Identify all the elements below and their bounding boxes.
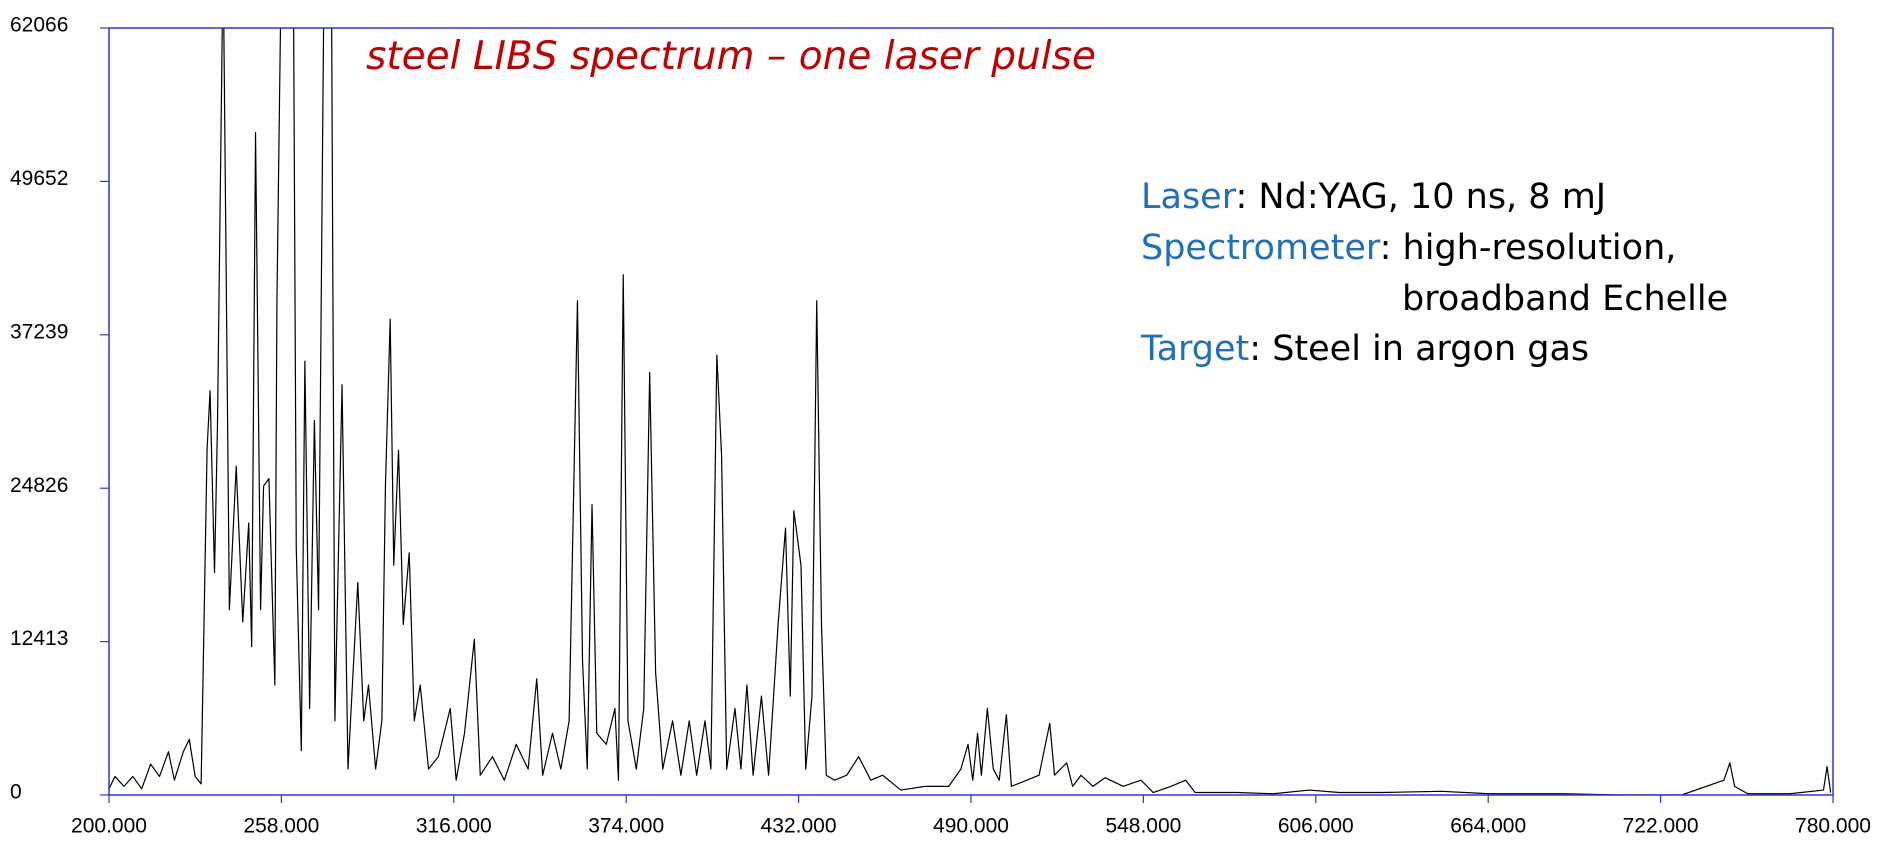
y-tick-label: 49652 xyxy=(10,167,68,190)
x-tick-label: 374.000 xyxy=(588,815,664,838)
info-line: Spectrometer: high-resolution, xyxy=(1141,228,1676,268)
info-key: Laser xyxy=(1141,177,1237,217)
y-tick-label: 12413 xyxy=(10,627,68,650)
info-line: Laser: Nd:YAG, 10 ns, 8 mJ xyxy=(1141,177,1606,217)
y-tick-label: 62066 xyxy=(10,14,68,37)
y-tick-label: 24826 xyxy=(10,474,68,497)
info-text: broadband Echelle xyxy=(1402,279,1728,319)
x-tick-label: 432.000 xyxy=(761,815,837,838)
x-tick-label: 606.000 xyxy=(1278,815,1354,838)
x-tick-label: 200.000 xyxy=(71,815,147,838)
x-tick-label: 258.000 xyxy=(243,815,319,838)
x-tick-label: 722.000 xyxy=(1623,815,1699,838)
x-tick-label: 664.000 xyxy=(1450,815,1526,838)
x-tick-label: 548.000 xyxy=(1105,815,1181,838)
chart-title: steel LIBS spectrum – one laser pulse xyxy=(366,34,1096,79)
spectrum-line xyxy=(109,28,1832,795)
x-tick-label: 316.000 xyxy=(416,815,492,838)
info-text: : Nd:YAG, 10 ns, 8 mJ xyxy=(1236,177,1607,217)
plot-frame xyxy=(108,27,1834,796)
x-tick-label: 490.000 xyxy=(933,815,1009,838)
y-tick-label: 37239 xyxy=(10,320,68,343)
info-text: : high-resolution, xyxy=(1380,228,1677,268)
info-text: : Steel in argon gas xyxy=(1249,329,1589,369)
info-key: Spectrometer xyxy=(1141,228,1381,268)
y-tick-label: 0 xyxy=(10,781,22,804)
info-line: Target: Steel in argon gas xyxy=(1140,329,1589,369)
x-tick-label: 780.000 xyxy=(1795,815,1871,838)
info-key: Target xyxy=(1140,329,1249,369)
info-line: broadband Echelle xyxy=(1402,279,1728,319)
